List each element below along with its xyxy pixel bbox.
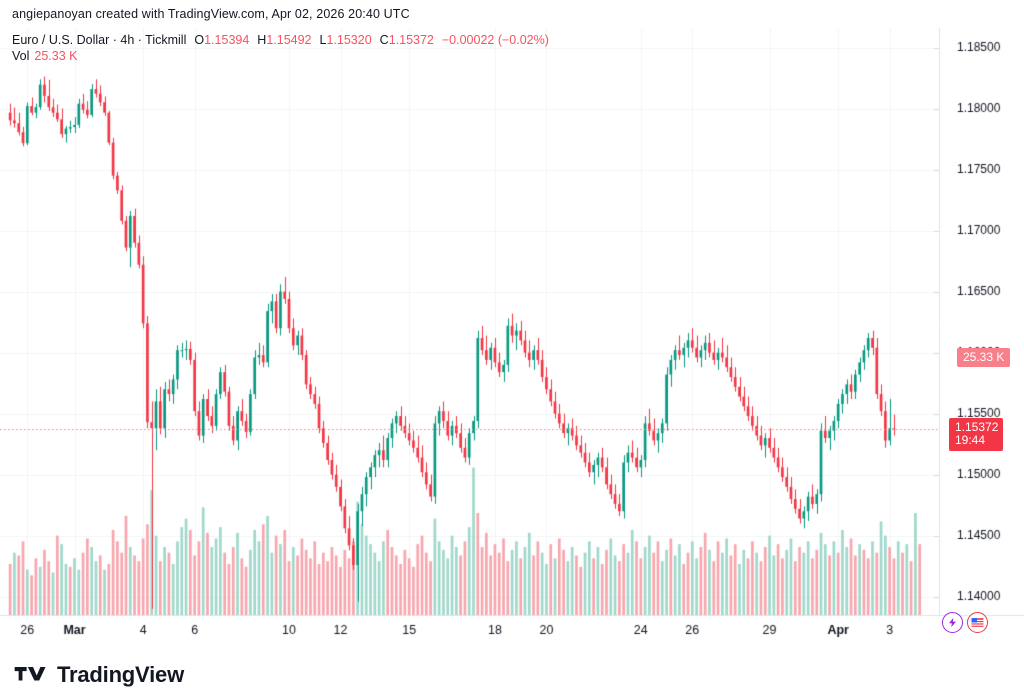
candlestick-chart-canvas[interactable]: [0, 28, 1024, 645]
volume-badge-value: 25.33 K: [963, 349, 1005, 364]
attribution-text: angiepanoyan created with TradingView.co…: [12, 7, 410, 21]
current-price-value: 1.15372: [955, 420, 999, 435]
current-price-time: 19:44: [955, 433, 986, 448]
chart-corner-icons: [942, 612, 988, 633]
tradingview-footer: TradingView: [14, 663, 184, 687]
volume-badge[interactable]: 25.33 K: [957, 347, 1011, 367]
chart-frame[interactable]: Euro / U.S. Dollar · 4h · Tickmill O1.153…: [0, 28, 1024, 645]
lightning-bolt-icon[interactable]: [942, 612, 963, 633]
current-price-badge[interactable]: 1.15372 19:44: [949, 418, 1004, 452]
tradingview-logo-icon: [14, 667, 46, 681]
us-flag-icon[interactable]: [967, 612, 988, 633]
tradingview-wordmark: TradingView: [57, 662, 184, 687]
